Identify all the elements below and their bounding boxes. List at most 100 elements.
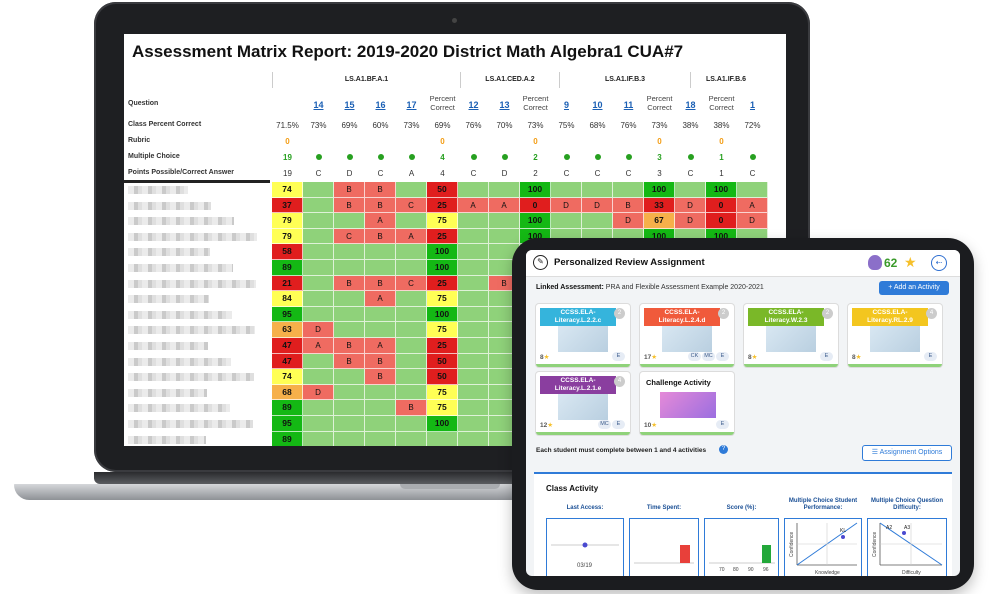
row-label-rubric: Rubric (128, 137, 151, 144)
requirement-text: Each student must complete between 1 and… (536, 447, 707, 454)
activity-card[interactable]: CCSS.ELA-Literacy.L.2.1.e 4 12★ E MC (536, 372, 630, 435)
class-percent-cell: 73% (651, 121, 668, 130)
activity-card[interactable]: CCSS.ELA-Literacy.W.2.3 2 8★ E (744, 304, 838, 367)
page-title: Assessment Matrix Report: 2019-2020 Dist… (132, 42, 684, 61)
matrix-cell: 25 (427, 338, 458, 354)
question-link[interactable]: 9 (563, 100, 569, 110)
last-access-point (582, 542, 588, 548)
question-link[interactable]: 10 (592, 100, 603, 110)
standard-header: LS.A1.CED.A.2 (460, 72, 559, 88)
point-label: KL (840, 528, 846, 534)
multiple-choice-cell (334, 153, 365, 162)
matrix-cell: B (334, 182, 365, 198)
matrix-cell: 21 (272, 275, 303, 292)
matrix-cell (613, 182, 644, 198)
question-link[interactable]: 18 (685, 100, 696, 110)
matrix-cell: 47 (272, 353, 303, 370)
difficulty-point (902, 531, 906, 535)
card-badge: E (924, 352, 937, 361)
matrix-cell: 47 (272, 338, 303, 354)
linked-assessment-label: Linked Assessment: (536, 284, 604, 291)
score-tick: 96 (763, 567, 769, 573)
mc-dot-icon (408, 154, 415, 160)
matrix-cell: B (365, 353, 396, 370)
matrix-cell: 50 (427, 353, 458, 370)
matrix-cell (396, 182, 427, 198)
percent-correct-header: Percent Correct (522, 94, 549, 112)
matrix-cell: 100 (427, 244, 458, 260)
mc-dot-icon (346, 154, 353, 160)
points-cell: 3 (657, 169, 662, 178)
question-link[interactable]: 15 (344, 100, 355, 110)
matrix-cell: D (613, 213, 644, 229)
standard-tag: CCSS.ELA-Literacy.L.2.4.d (644, 308, 720, 326)
matrix-cell (458, 322, 489, 338)
student-name (128, 186, 188, 194)
question-difficulty-chart: A2 A3 Difficulty Confidence (867, 518, 947, 576)
student-name (128, 373, 254, 382)
mc-dot-icon (625, 154, 632, 160)
card-count: 4 (614, 376, 625, 387)
standard-tag: CCSS.ELA-Literacy.L.2.2.c (540, 308, 616, 326)
card-thumbnail (662, 326, 712, 352)
matrix-cell: A (303, 338, 334, 354)
question-link[interactable]: 11 (623, 100, 634, 110)
points-cell: C (377, 169, 384, 178)
score-tick: 80 (733, 567, 739, 573)
activity-card[interactable]: CCSS.ELA-Literacy.RL.2.9 4 8★ E (848, 304, 942, 367)
matrix-cell (303, 416, 334, 432)
matrix-cell (458, 369, 489, 385)
multiple-choice-cell (365, 153, 396, 162)
class-percent-cell: 72% (744, 121, 761, 130)
score-plot: 70 80 90 96 (709, 545, 775, 573)
assignment-title: Personalized Review Assignment (554, 257, 705, 268)
axis-label: Confidence (872, 531, 878, 557)
matrix-cell (303, 353, 334, 370)
matrix-cell: 74 (272, 182, 303, 198)
matrix-cell: 58 (272, 244, 303, 260)
matrix-cell (396, 306, 427, 323)
assignment-options-button[interactable]: ☰ Assignment Options (862, 445, 952, 461)
matrix-cell (334, 369, 365, 385)
matrix-cell: 74 (272, 369, 303, 385)
multiple-choice-cell (303, 153, 334, 162)
matrix-cell (458, 416, 489, 432)
activity-card[interactable]: CCSS.ELA-Literacy.L.2.2.c 2 8★ E (536, 304, 630, 367)
multiple-choice-cell: 19 (283, 153, 292, 162)
question-link[interactable]: 12 (468, 100, 479, 110)
matrix-cell: A (365, 291, 396, 307)
help-icon[interactable]: ? (719, 445, 728, 454)
last-access-date: 03/19 (577, 563, 593, 569)
matrix-cell (396, 338, 427, 354)
activity-card[interactable]: CCSS.ELA-Literacy.L.2.4.d 2 17★ E MC CK (640, 304, 734, 367)
class-percent-cell: 69% (341, 121, 358, 130)
standard-header: LS.A1.IF.B.3 (559, 72, 690, 88)
matrix-cell: 89 (272, 400, 303, 416)
matrix-cell: 75 (427, 322, 458, 338)
multiple-choice-cell (613, 153, 644, 162)
matrix-cell: D (303, 384, 334, 401)
matrix-cell (303, 291, 334, 307)
question-link[interactable]: 17 (406, 100, 417, 110)
matrix-cell: B (365, 275, 396, 292)
assignment-screen: ✎ Personalized Review Assignment 62 ★ ⇠ … (526, 250, 960, 576)
matrix-cell (458, 213, 489, 229)
matrix-cell: 100 (706, 182, 737, 198)
question-link[interactable]: 13 (499, 100, 510, 110)
question-link[interactable]: 14 (313, 100, 324, 110)
challenge-activity-card[interactable]: Challenge Activity 10★ E (640, 372, 734, 435)
matrix-cell (365, 322, 396, 338)
matrix-cell (396, 416, 427, 432)
matrix-cell (334, 322, 365, 338)
matrix-cell: B (613, 197, 644, 214)
card-badge: MC (598, 420, 611, 429)
row-label-question: Question (128, 100, 159, 107)
exit-button[interactable]: ⇠ (931, 255, 947, 271)
question-link[interactable]: 16 (375, 100, 386, 110)
question-link[interactable]: 1 (749, 100, 755, 110)
matrix-cell (551, 213, 582, 229)
avatar (868, 255, 882, 270)
add-activity-button[interactable]: + Add an Activity (879, 281, 949, 295)
points-cell: D (346, 169, 353, 178)
matrix-cell: 75 (427, 400, 458, 416)
